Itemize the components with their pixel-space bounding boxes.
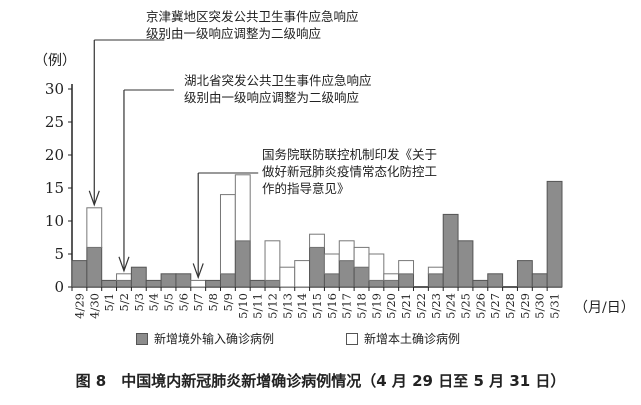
bar-imported xyxy=(487,273,504,288)
bar-local xyxy=(338,240,355,262)
bar-imported xyxy=(175,273,192,288)
bar-local xyxy=(190,279,207,288)
arrow-head xyxy=(192,263,204,280)
x-tick-label: 5/20 xyxy=(384,293,398,319)
bar-imported xyxy=(116,279,132,288)
bar-local xyxy=(234,174,251,242)
legend-item-imported: 新增境外输入确诊病例 xyxy=(136,330,274,347)
x-tick-label: 5/13 xyxy=(280,293,294,319)
x-tick-label: 5/19 xyxy=(369,293,383,319)
legend-item-local: 新增本土确诊病例 xyxy=(346,330,460,347)
y-tick-label: 5 xyxy=(54,245,64,263)
x-tick-label: 5/1 xyxy=(102,293,116,312)
legend-swatch xyxy=(136,332,148,345)
x-tick-label: 5/30 xyxy=(533,293,547,319)
bar-local xyxy=(383,273,400,281)
y-tick-label: 20 xyxy=(45,146,64,164)
annotation-1: 京津冀地区突发公共卫生事件应急响应 级别由一级响应调整为二级响应 xyxy=(146,9,359,41)
x-tick-label: 5/9 xyxy=(221,293,235,312)
bar-imported xyxy=(427,273,444,288)
x-tick-label: 5/10 xyxy=(236,293,250,319)
bar-local xyxy=(219,194,236,275)
bar-imported xyxy=(205,279,221,288)
x-tick-label: 5/5 xyxy=(162,293,176,312)
x-tick-label: 5/26 xyxy=(473,293,487,319)
bar-imported xyxy=(309,246,325,288)
bar-local xyxy=(398,260,415,275)
bar-imported xyxy=(86,246,103,288)
bar-local xyxy=(116,273,132,281)
legend-swatch xyxy=(346,332,358,345)
x-tick-label: 5/28 xyxy=(503,293,517,319)
y-tick-label: 15 xyxy=(45,179,64,197)
bar-imported xyxy=(219,273,236,288)
x-tick-label: 5/27 xyxy=(488,293,502,319)
bar-imported xyxy=(472,279,489,288)
x-tick-label: 5/2 xyxy=(117,293,131,312)
bar-local xyxy=(279,266,296,288)
x-tick-label: 4/30 xyxy=(87,293,101,319)
bar-imported xyxy=(442,213,459,288)
bar-imported xyxy=(249,279,266,288)
bar-imported xyxy=(323,273,340,288)
bar-imported xyxy=(457,240,474,288)
x-tick-label: 5/7 xyxy=(191,293,205,312)
bar-local xyxy=(427,266,444,275)
annotation-2: 湖北省突发公共卫生事件应急响应 级别由一级响应调整为二级响应 xyxy=(184,73,372,105)
bar-imported xyxy=(516,260,533,288)
x-tick-label: 4/29 xyxy=(72,293,86,319)
x-tick-label: 5/8 xyxy=(206,293,220,312)
y-tick-label: 30 xyxy=(45,80,64,98)
figure-caption: 图 8 中国境内新冠肺炎新增确诊病例情况（4 月 29 日至 5 月 31 日） xyxy=(75,372,566,390)
arrow-head xyxy=(118,256,130,273)
bar-imported xyxy=(383,279,400,288)
bar-imported xyxy=(398,273,415,288)
x-tick-label: 5/23 xyxy=(429,293,443,319)
x-tick-label: 5/18 xyxy=(355,293,369,319)
bar-imported xyxy=(71,260,88,288)
bar-imported xyxy=(234,240,251,288)
bar-imported xyxy=(264,279,281,288)
x-tick-label: 5/21 xyxy=(399,293,413,319)
bar-local xyxy=(323,253,340,275)
x-tick-label: 5/11 xyxy=(251,293,265,319)
x-tick-label: 5/17 xyxy=(340,293,354,319)
y-tick-label: 0 xyxy=(54,278,64,296)
x-tick-label: 5/15 xyxy=(310,293,324,319)
y-axis-label: （例） xyxy=(34,53,76,69)
x-tick-label: 5/31 xyxy=(548,293,562,319)
annotation-3: 国务院联防联控机制印发《关于 做好新冠肺炎疫情常态化防控工 作的指导意见》 xyxy=(262,147,438,196)
bar-local xyxy=(368,253,385,281)
bar-imported xyxy=(145,279,162,288)
y-tick-label: 25 xyxy=(45,113,64,131)
bar-local xyxy=(294,260,311,288)
x-tick-label: 5/6 xyxy=(176,293,190,312)
bar-local xyxy=(86,207,103,248)
bar-imported xyxy=(338,260,355,288)
x-tick-label: 5/22 xyxy=(414,293,428,319)
bar-imported xyxy=(101,279,118,288)
x-tick-label: 5/24 xyxy=(444,293,458,319)
bar-imported xyxy=(130,266,147,288)
y-tick-label: 10 xyxy=(45,212,64,230)
x-tick-label: 5/3 xyxy=(132,293,146,312)
bar-imported xyxy=(353,266,370,288)
x-tick-label: 5/4 xyxy=(147,293,161,312)
x-tick-label: 5/12 xyxy=(265,293,279,319)
bar-local xyxy=(264,240,281,281)
x-tick-label: 5/25 xyxy=(458,293,472,319)
bar-imported xyxy=(368,279,385,288)
x-tick-label: 5/14 xyxy=(295,293,309,319)
bar-imported xyxy=(160,273,177,288)
x-axis-label: （月/日） xyxy=(574,300,635,316)
x-tick-label: 5/16 xyxy=(325,293,339,319)
bar-imported xyxy=(546,180,563,288)
bar-imported xyxy=(531,273,548,288)
arrow-head xyxy=(88,190,100,207)
bar-local xyxy=(353,246,370,268)
x-tick-label: 5/29 xyxy=(518,293,532,319)
bar-local xyxy=(309,233,325,248)
